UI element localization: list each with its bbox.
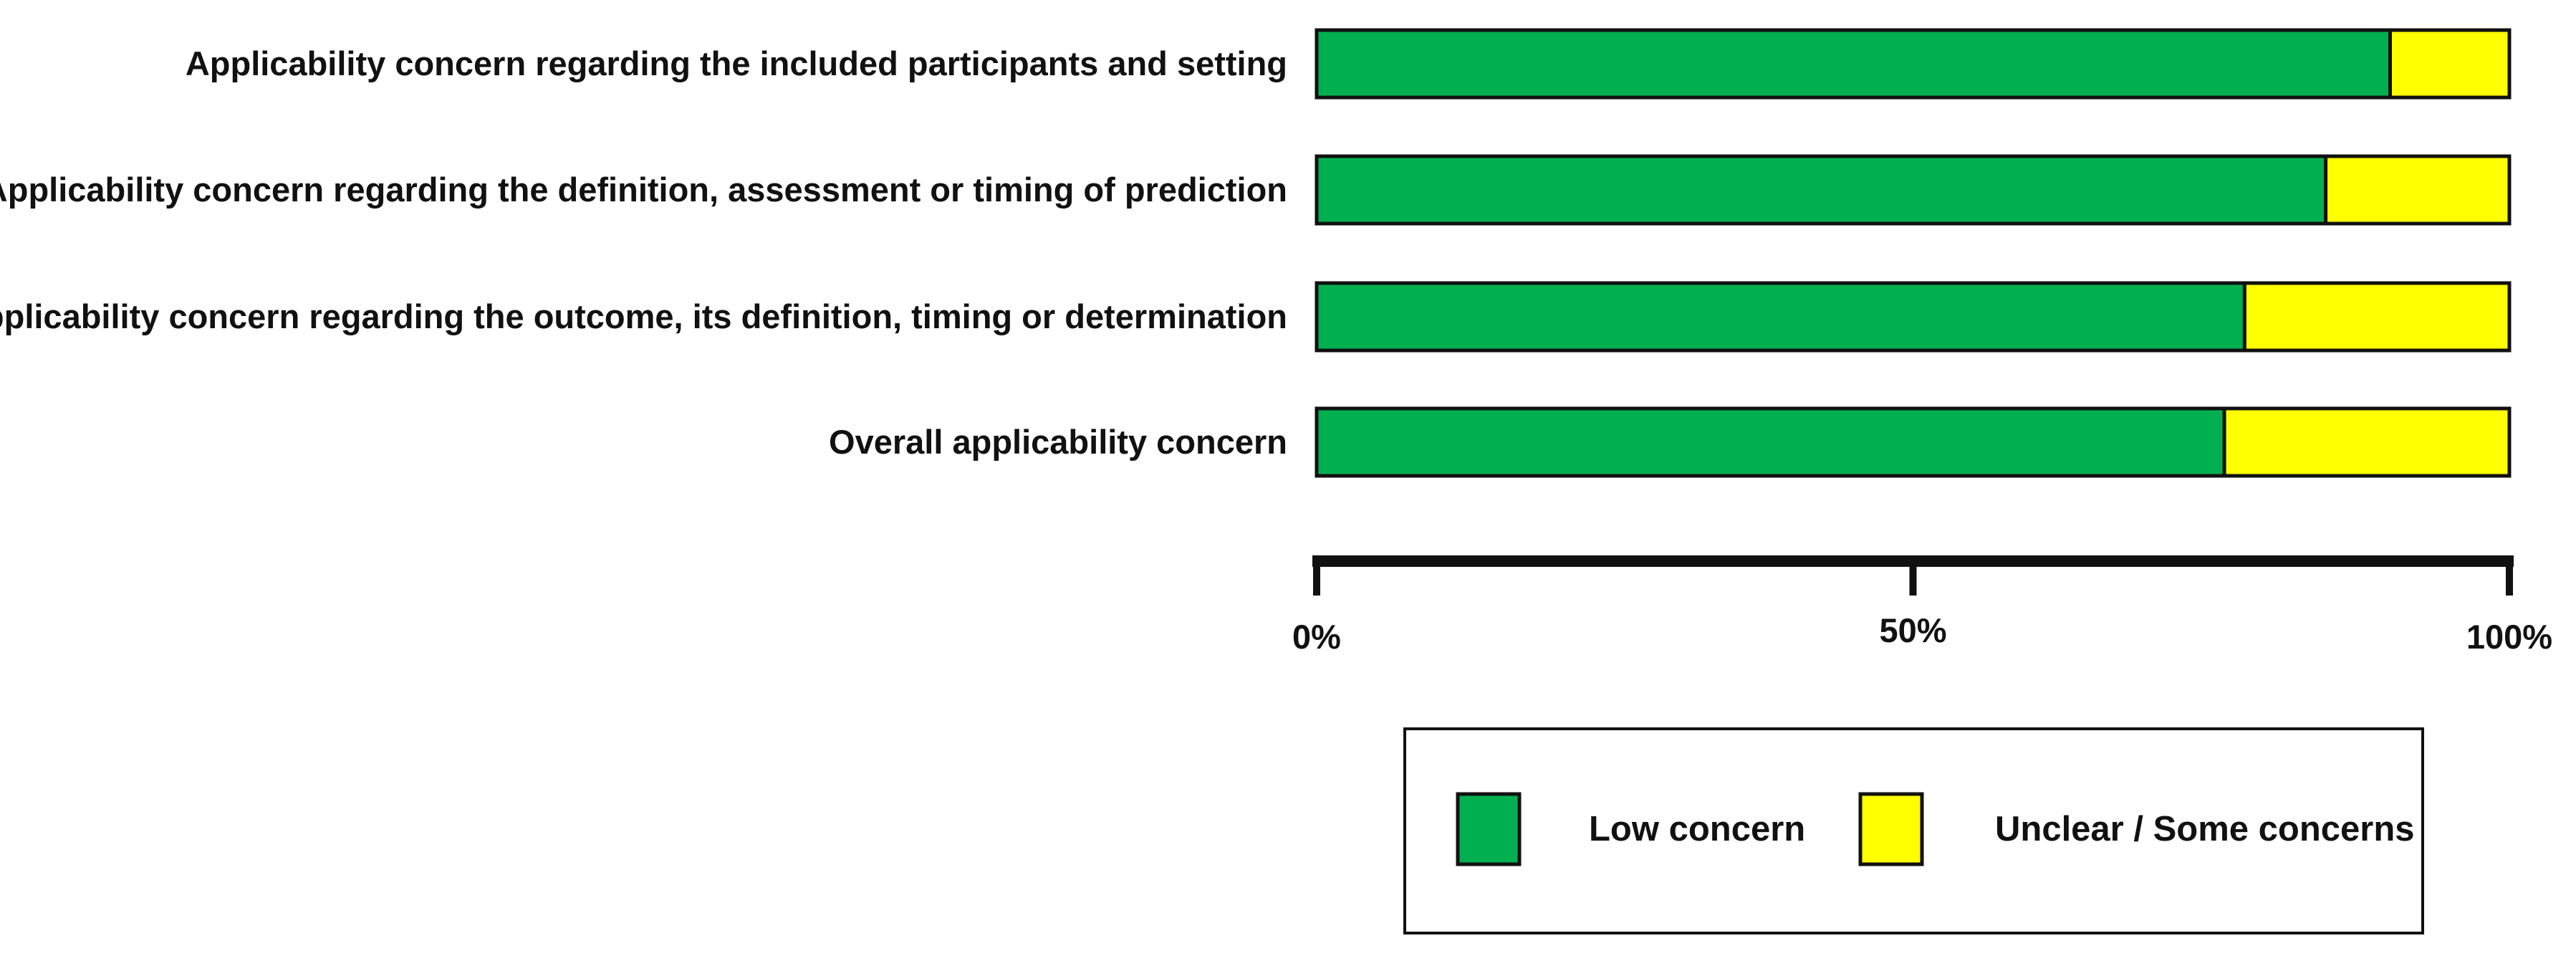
x-tick-label-3: 100%	[2466, 618, 2552, 656]
bar-segment-low-1	[1315, 28, 2392, 100]
x-tick-label-1: 0%	[1292, 618, 1341, 656]
category-label-3: Applicability concern regarding the outc…	[0, 297, 1287, 335]
legend-label-unclear: Unclear / Some concerns	[1995, 810, 2415, 848]
bar-segment-low-2	[1315, 154, 2328, 226]
legend-label-low: Low concern	[1589, 810, 1805, 848]
bar-segment-unclear-2	[2324, 154, 2512, 226]
x-axis: 0% 50% 100%	[1292, 555, 2552, 656]
category-labels: Applicability concern regarding the incl…	[0, 44, 1287, 461]
legend-swatch-unclear	[1858, 792, 1924, 866]
legend: Low concern Unclear / Some concerns	[1403, 727, 2424, 934]
category-label-1: Applicability concern regarding the incl…	[186, 44, 1287, 82]
bars-layer	[1315, 28, 2512, 478]
bar-segment-low-3	[1315, 281, 2246, 353]
x-tick-label-2: 50%	[1879, 611, 1946, 649]
bar-segment-unclear-1	[2388, 28, 2512, 100]
category-label-4: Overall applicability concern	[829, 423, 1287, 461]
category-label-2: Applicability concern regarding the defi…	[0, 171, 1287, 209]
legend-swatch-low	[1456, 792, 1522, 866]
bar-segment-unclear-4	[2222, 406, 2512, 478]
bar-segment-unclear-3	[2242, 281, 2512, 353]
bar-segment-low-4	[1315, 406, 2226, 478]
